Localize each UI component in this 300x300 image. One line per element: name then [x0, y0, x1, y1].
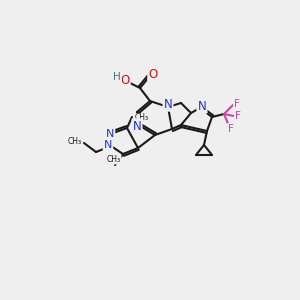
Text: N: N: [104, 140, 112, 150]
Text: CH₃: CH₃: [135, 113, 149, 122]
Text: F: F: [234, 99, 240, 109]
Text: O: O: [148, 68, 158, 80]
Text: CH₃: CH₃: [107, 155, 121, 164]
Text: CH₃: CH₃: [68, 137, 82, 146]
Text: H: H: [113, 72, 121, 82]
Text: N: N: [106, 129, 114, 139]
Text: O: O: [120, 74, 130, 86]
Text: N: N: [198, 100, 206, 112]
Text: N: N: [133, 119, 141, 133]
Text: F: F: [235, 111, 241, 121]
Text: F: F: [228, 124, 234, 134]
Text: N: N: [164, 98, 172, 110]
